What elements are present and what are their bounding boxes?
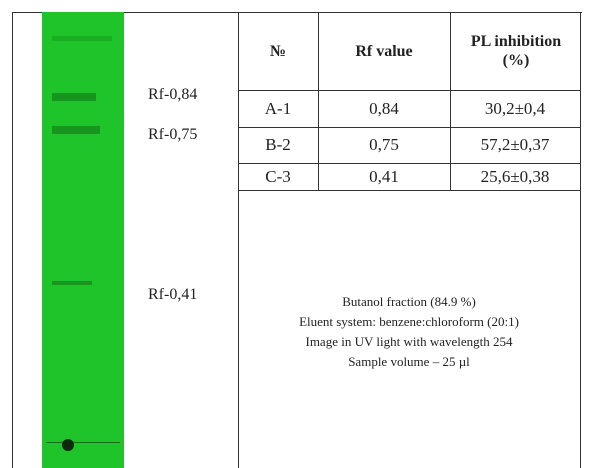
- frame-line: [580, 12, 581, 468]
- table-cell: 0,84: [318, 90, 450, 127]
- table-header: PL inhibition (%): [466, 12, 566, 90]
- rf-label: Rf-0,84: [148, 86, 197, 104]
- table-cell: 0,75: [318, 127, 450, 163]
- frame-line: [12, 12, 13, 468]
- figure: {"labels": ["Rf-0,84", "Rf-0,75", "Rf-0,…: [0, 0, 592, 468]
- table-line: [238, 190, 580, 191]
- table-cell: 57,2±0,37: [450, 127, 580, 163]
- spot: [62, 439, 74, 451]
- band: [52, 126, 100, 134]
- rf-label: Rf-0,41: [148, 286, 197, 304]
- table-cell: 30,2±0,4: [450, 90, 580, 127]
- band: [52, 93, 96, 101]
- caption-line: Eluent system: benzene:chloroform (20:1): [238, 314, 580, 330]
- table-cell: B-2: [238, 127, 318, 163]
- table-cell: C-3: [238, 163, 318, 190]
- table-cell: 25,6±0,38: [450, 163, 580, 190]
- caption-line: Image in UV light with wavelength 254: [238, 334, 580, 350]
- caption-line: Butanol fraction (84.9 %): [238, 294, 580, 310]
- caption-line: Sample volume – 25 µl: [238, 354, 580, 370]
- table-header: №: [238, 12, 318, 90]
- start-line: [46, 442, 120, 443]
- table-cell: A-1: [238, 90, 318, 127]
- band: [52, 36, 112, 41]
- band: [52, 281, 92, 285]
- table-cell: 0,41: [318, 163, 450, 190]
- table-header: Rf value: [318, 12, 450, 90]
- rf-label: Rf-0,75: [148, 126, 197, 144]
- plate-background: [42, 12, 124, 468]
- tlc-plate: [42, 12, 124, 468]
